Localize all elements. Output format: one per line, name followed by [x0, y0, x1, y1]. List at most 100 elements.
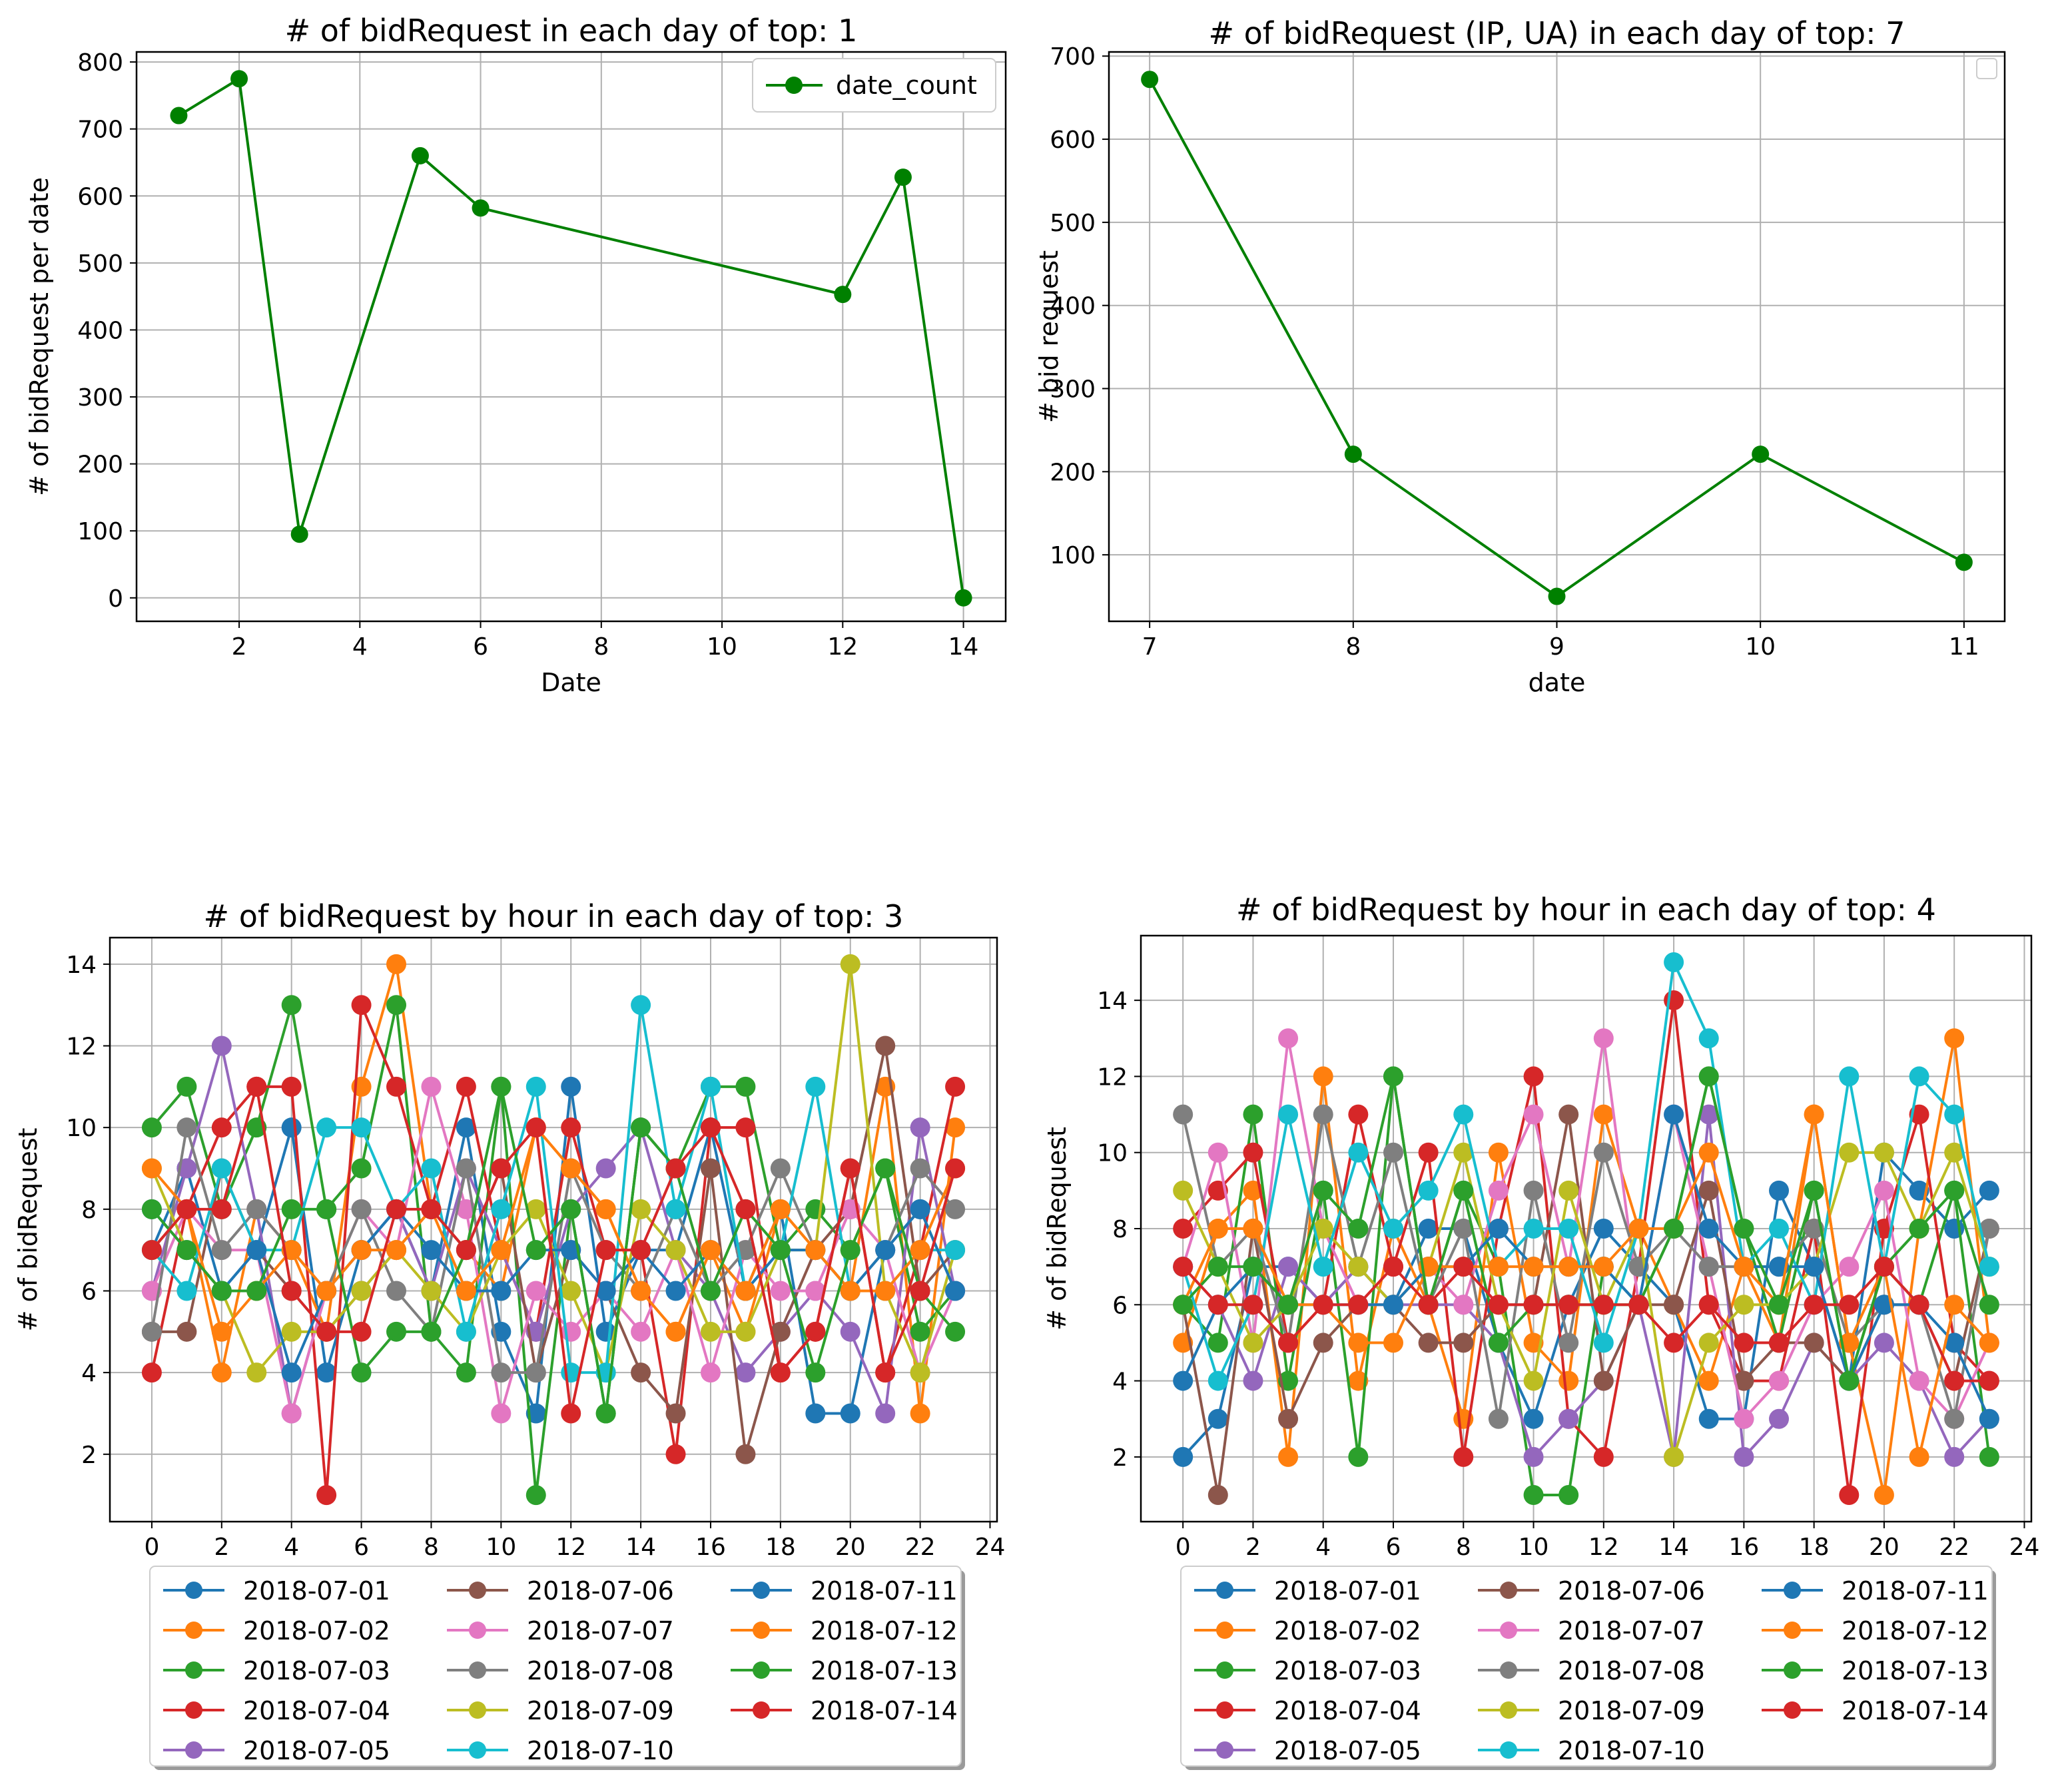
- data-point: [1979, 1295, 1999, 1315]
- data-point: [910, 1158, 930, 1179]
- data-point: [386, 995, 407, 1016]
- legend: 2018-07-01 2018-07-02 2018-07-03 2018-07-04…: [1180, 1566, 1996, 1770]
- data-point: [386, 1321, 407, 1342]
- legend-marker: [753, 1661, 770, 1679]
- data-point: [1173, 1257, 1194, 1277]
- data-point: [665, 1321, 686, 1342]
- legend-marker: [185, 1622, 202, 1639]
- data-point: [1874, 1485, 1894, 1505]
- y-tick-label: 500: [1050, 210, 1096, 237]
- data-point: [1278, 1446, 1299, 1467]
- data-point: [1348, 1446, 1369, 1467]
- data-point: [1173, 1219, 1194, 1239]
- data-point: [1944, 1180, 1965, 1201]
- data-point: [665, 1199, 686, 1219]
- data-point: [1453, 1333, 1474, 1353]
- data-point: [351, 995, 372, 1016]
- data-point: [1944, 1333, 1965, 1353]
- x-tick-label: 18: [765, 1534, 796, 1561]
- data-point: [945, 1158, 966, 1179]
- data-point: [631, 1117, 651, 1138]
- y-tick-label: 600: [77, 183, 123, 210]
- legend-marker: [1216, 1741, 1233, 1759]
- x-tick-label: 8: [1345, 633, 1361, 661]
- data-point: [875, 1403, 896, 1424]
- legend-marker: [1500, 1741, 1517, 1759]
- data-point: [840, 1321, 860, 1342]
- data-point: [1664, 1295, 1684, 1315]
- data-point: [1769, 1180, 1790, 1201]
- data-point: [1698, 1028, 1719, 1049]
- legend-label: 2018-07-10: [527, 1736, 674, 1765]
- data-point: [945, 1240, 966, 1261]
- legend-label: 2018-07-11: [1842, 1576, 1989, 1606]
- data-point: [665, 1240, 686, 1261]
- data-point: [805, 1281, 826, 1301]
- data-point: [1523, 1295, 1544, 1315]
- x-tick-label: 0: [1176, 1534, 1191, 1561]
- data-point: [1769, 1370, 1790, 1391]
- y-tick-label: 8: [81, 1197, 97, 1224]
- data-point: [770, 1362, 791, 1383]
- data-point: [1944, 1028, 1965, 1049]
- data-point: [875, 1362, 896, 1383]
- y-axis-label: # of bidRequest: [1042, 1127, 1072, 1331]
- data-point: [1523, 1257, 1544, 1277]
- data-point: [1313, 1104, 1333, 1125]
- data-point: [840, 954, 860, 974]
- data-point: [1664, 1219, 1684, 1239]
- x-tick-label: 2: [214, 1534, 229, 1561]
- y-tick-label: 300: [1050, 376, 1096, 404]
- legend-frame: [1976, 58, 1997, 79]
- data-point: [1698, 1370, 1719, 1391]
- x-tick-label: 22: [905, 1534, 936, 1561]
- data-point: [491, 1403, 512, 1424]
- legend-label: 2018-07-12: [811, 1616, 958, 1645]
- data-point: [1909, 1219, 1929, 1239]
- data-point: [141, 1240, 162, 1261]
- data-point: [281, 995, 302, 1016]
- legend-marker: [785, 77, 803, 94]
- data-point: [1243, 1370, 1263, 1391]
- y-tick-label: 500: [77, 250, 123, 278]
- data-point: [1278, 1104, 1299, 1125]
- data-point: [1488, 1333, 1509, 1353]
- data-point: [631, 1240, 651, 1261]
- data-point: [894, 168, 912, 186]
- x-tick-label: 16: [1728, 1534, 1759, 1561]
- series-2018-07-10: [141, 995, 966, 1383]
- data-point: [386, 1076, 407, 1097]
- data-point: [1313, 1180, 1333, 1201]
- data-point: [805, 1403, 826, 1424]
- x-tick-label: 4: [284, 1534, 299, 1561]
- data-point: [945, 1076, 966, 1097]
- data-point: [700, 1117, 721, 1138]
- y-tick-label: 4: [1112, 1368, 1128, 1396]
- legend: [1976, 58, 1997, 79]
- data-point: [316, 1117, 337, 1138]
- data-point: [1418, 1295, 1439, 1315]
- y-tick-label: 2: [1112, 1444, 1128, 1472]
- x-tick-label: 10: [1745, 633, 1776, 661]
- data-point: [1383, 1142, 1403, 1163]
- data-point: [1243, 1219, 1263, 1239]
- data-point: [875, 1281, 896, 1301]
- data-point: [1752, 446, 1770, 463]
- data-point: [1523, 1446, 1544, 1467]
- legend-marker: [1500, 1622, 1517, 1639]
- data-point: [1664, 1446, 1684, 1467]
- x-tick-label: 2: [232, 633, 247, 661]
- chart-2: 7 8 9 10 11 100 200 300 400 500 600 700 # of bidRequ…: [1034, 15, 2006, 697]
- data-point: [491, 1281, 512, 1301]
- data-point: [1207, 1333, 1228, 1353]
- data-point: [1313, 1257, 1333, 1277]
- data-point: [665, 1444, 686, 1464]
- data-point: [840, 1281, 860, 1301]
- legend-marker: [1216, 1582, 1233, 1599]
- data-point: [386, 1199, 407, 1219]
- legend-marker: [1216, 1622, 1233, 1639]
- x-tick-label: 22: [1939, 1534, 1969, 1561]
- data-point: [1348, 1142, 1369, 1163]
- data-point: [561, 1281, 581, 1301]
- y-tick-label: 6: [1112, 1292, 1128, 1319]
